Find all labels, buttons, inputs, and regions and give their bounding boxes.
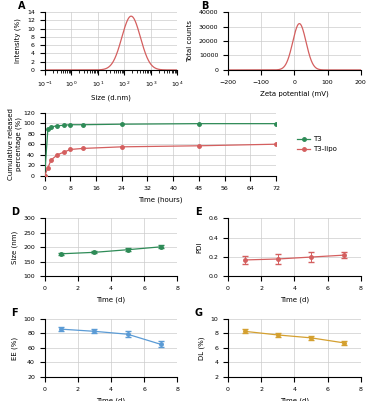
X-axis label: Time (d): Time (d) (96, 297, 126, 303)
T3 (81, 122, 86, 127)
Y-axis label: Total counts: Total counts (187, 20, 193, 62)
Line: T3: T3 (43, 122, 278, 178)
X-axis label: Size (d.nm): Size (d.nm) (91, 95, 131, 101)
T3 (62, 123, 66, 128)
Y-axis label: Size (nm): Size (nm) (11, 231, 17, 264)
T3-lipo (62, 150, 66, 154)
Y-axis label: Cumulative released
percentage (%): Cumulative released percentage (%) (8, 108, 22, 180)
T3-lipo (42, 173, 47, 178)
Text: A: A (18, 0, 26, 10)
T3 (55, 124, 60, 128)
T3-lipo (46, 166, 50, 170)
T3 (49, 124, 53, 129)
Text: G: G (195, 308, 203, 318)
Legend: T3, T3-lipo: T3, T3-lipo (295, 134, 339, 155)
Y-axis label: EE (%): EE (%) (11, 336, 18, 360)
X-axis label: Time (hours): Time (hours) (138, 196, 183, 203)
X-axis label: Time (d): Time (d) (280, 297, 309, 303)
T3 (42, 173, 47, 178)
T3 (119, 122, 124, 127)
T3-lipo (119, 144, 124, 149)
Text: D: D (12, 207, 19, 217)
Line: T3-lipo: T3-lipo (43, 142, 278, 178)
Text: B: B (201, 0, 209, 10)
Text: E: E (195, 207, 201, 217)
T3 (68, 122, 73, 127)
T3-lipo (68, 147, 73, 152)
T3-lipo (49, 158, 53, 162)
T3-lipo (274, 142, 278, 147)
T3 (274, 121, 278, 126)
T3-lipo (81, 146, 86, 151)
T3 (197, 121, 201, 126)
T3-lipo (197, 144, 201, 148)
X-axis label: Time (d): Time (d) (96, 397, 126, 401)
Text: F: F (12, 308, 18, 318)
Y-axis label: DL (%): DL (%) (198, 336, 205, 360)
Y-axis label: Intensity (%): Intensity (%) (15, 18, 22, 63)
T3 (46, 127, 50, 132)
X-axis label: Zeta potential (mV): Zeta potential (mV) (260, 90, 329, 97)
X-axis label: Time (d): Time (d) (280, 397, 309, 401)
T3-lipo (55, 152, 60, 157)
Y-axis label: PDI: PDI (197, 242, 203, 253)
